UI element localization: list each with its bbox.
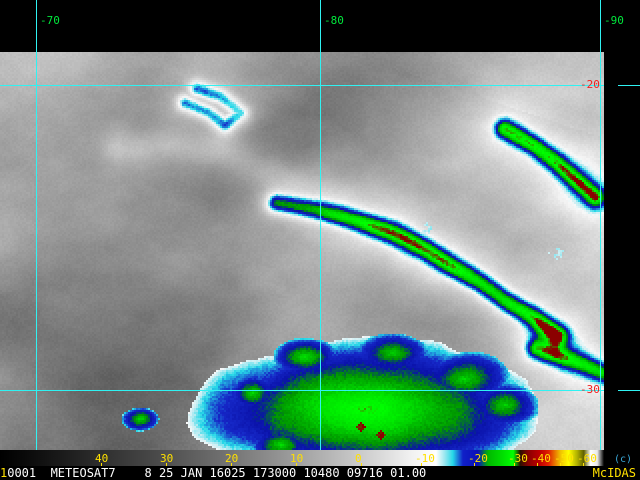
infrared-imagery: [0, 52, 604, 450]
color-bar-label--40: -40: [531, 452, 551, 465]
color-bar-label--30: -30: [508, 452, 528, 465]
color-bar-tick: [421, 463, 422, 466]
color-bar-label--10: -10: [415, 452, 435, 465]
longitude-label--70: -70: [40, 14, 60, 27]
color-bar-tick: [583, 463, 584, 466]
color-bar-label--60: -60: [577, 452, 597, 465]
frame-info-line: 10001 METEOSAT7 8 25 JAN 16025 173000 10…: [0, 466, 640, 480]
right-letterbox-band: [604, 0, 640, 450]
color-bar-tick: [537, 463, 538, 466]
longitude-line--90: [600, 0, 601, 450]
color-bar-tick: [361, 463, 362, 466]
copyright-icon: (c): [614, 454, 633, 465]
color-bar-tick: [474, 463, 475, 466]
color-bar-tick: [101, 463, 102, 466]
latitude-tick--20: [618, 85, 640, 86]
temperature-color-bar: [0, 450, 604, 466]
color-bar-enhanced-ramp: [436, 450, 604, 466]
latitude-tick--30: [618, 390, 640, 391]
frame-number: 1: [0, 466, 8, 480]
color-bar-tick: [560, 463, 561, 466]
color-bar-label-20: 20: [225, 452, 239, 465]
latitude-line--20: [0, 85, 604, 86]
color-bar-label--20: -20: [468, 452, 488, 465]
longitude-line--80: [320, 0, 321, 450]
color-bar-gray-ramp: [0, 450, 436, 466]
longitude-line--70: [36, 0, 37, 450]
longitude-label--90: -90: [604, 14, 624, 27]
color-bar-tick-row: 40 30 20 10 0 -10 -20 -30 -40 -50 -60: [0, 450, 604, 466]
color-bar-label--50: -50: [554, 452, 574, 465]
longitude-label--80: -80: [324, 14, 344, 27]
color-bar-tick: [296, 463, 297, 466]
latitude-label--30: -30: [580, 383, 600, 396]
satellite-image-canvas[interactable]: [0, 52, 604, 450]
latitude-label--20: -20: [580, 78, 600, 91]
color-bar-tick: [514, 463, 515, 466]
frame-info-text: 0001 METEOSAT7 8 25 JAN 16025 173000 104…: [7, 466, 427, 480]
color-bar-label-10: 10: [290, 452, 304, 465]
color-bar-tick: [231, 463, 232, 466]
color-bar-label-0: 0: [355, 452, 362, 465]
color-bar-tick: [166, 463, 167, 466]
mcidas-brand-label: McIDAS: [592, 466, 636, 480]
color-bar-label-40: 40: [95, 452, 109, 465]
latitude-line--30: [0, 390, 604, 391]
color-bar-label-30: 30: [160, 452, 174, 465]
